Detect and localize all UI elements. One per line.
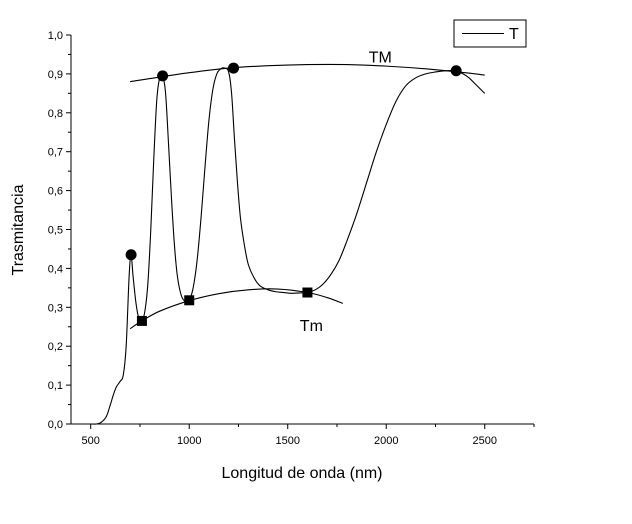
x-tick-label: 1000: [177, 435, 201, 447]
x-tick-label: 500: [82, 435, 100, 447]
y-axis-title: Trasmitancia: [10, 184, 27, 275]
series-line-t: [91, 67, 486, 425]
minimum-point: [136, 315, 147, 326]
y-tick-label: 0,2: [48, 341, 63, 353]
y-tick-label: 0,1: [48, 380, 63, 392]
y-tick-label: 0,4: [48, 263, 63, 275]
maximum-point: [228, 62, 240, 74]
ticks: 0,0 0,1 0,2 0,3 0,4 0,5 0,6 0,7 0,8 0,9 1,0 500 1000…: [48, 30, 535, 447]
axes: [70, 35, 534, 425]
annotation-tm: TM: [369, 49, 392, 66]
x-axis-title: Longitud de onda (nm): [222, 465, 383, 482]
annotation-tm-lower: Tm: [300, 318, 323, 335]
maximum-point: [157, 70, 169, 82]
x-tick-label: 2000: [374, 435, 398, 447]
x-tick-label: 1500: [275, 435, 299, 447]
maximum-point: [125, 249, 137, 261]
y-tick-label: 0,5: [48, 225, 63, 237]
y-tick-label: 0,9: [48, 69, 63, 81]
minimum-point: [302, 287, 313, 298]
legend: T: [453, 19, 527, 48]
series-layer: [91, 63, 486, 425]
minimum-point: [184, 295, 195, 306]
y-tick-label: 0,3: [48, 302, 63, 314]
y-tick-label: 0,6: [48, 186, 63, 198]
series-line-tm-lower: [129, 288, 344, 330]
y-tick-label: 0,0: [48, 419, 63, 431]
legend-label-t: T: [509, 26, 519, 43]
y-tick-label: 0,8: [48, 108, 63, 120]
y-tick-label: 0,7: [48, 147, 63, 159]
x-tick-label: 2500: [473, 435, 497, 447]
markers-layer: [125, 62, 462, 326]
maximum-point: [450, 65, 462, 77]
y-tick-label: 1,0: [48, 30, 63, 42]
series-line-tm: [130, 63, 485, 83]
